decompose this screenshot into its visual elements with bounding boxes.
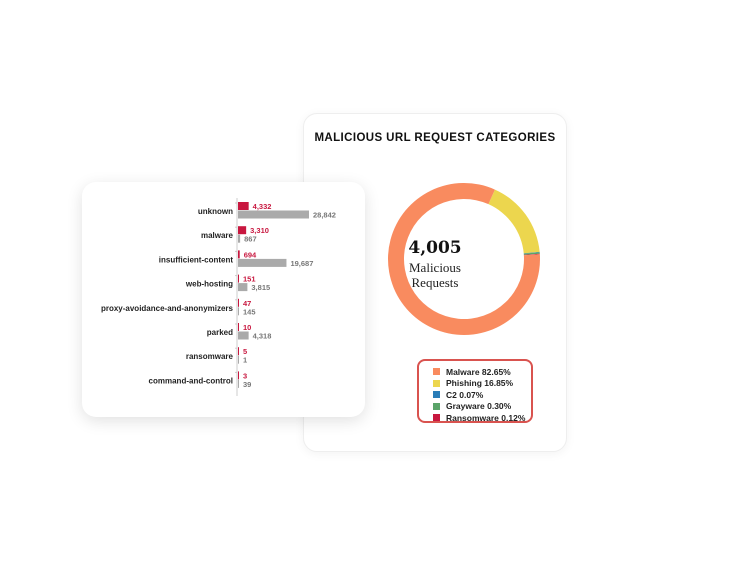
center-label: Malicious Requests	[409, 260, 461, 290]
slice-grayware	[523, 252, 540, 255]
value-label: 151	[243, 275, 256, 284]
legend-swatch	[433, 391, 440, 399]
value-label: 694	[244, 250, 257, 259]
slice-phishing	[488, 189, 540, 254]
category-label: malware	[201, 231, 234, 240]
bar-secondary	[238, 355, 239, 364]
value-label: 39	[243, 380, 251, 389]
bar-primary	[238, 202, 249, 210]
value-label: 28,842	[313, 211, 336, 220]
value-label: 19,687	[290, 259, 313, 268]
value-label: 3,310	[250, 226, 269, 235]
value-label: 145	[243, 307, 256, 316]
legend-item: C2 0.07%	[433, 389, 531, 401]
value-label: 47	[243, 299, 251, 308]
legend-swatch	[433, 414, 440, 422]
legend-item: Malware 82.65%	[433, 366, 531, 378]
value-label: 3	[243, 371, 247, 380]
bar-primary	[238, 298, 239, 307]
legend-label: C2 0.07%	[446, 389, 484, 400]
value-label: 867	[244, 235, 257, 244]
center-value: 4,005	[408, 238, 462, 258]
category-label: insufficient-content	[159, 255, 234, 264]
bar-secondary	[238, 234, 241, 243]
bar-secondary	[238, 379, 239, 388]
category-label: proxy-avoidance-and-anonymizers	[101, 304, 234, 313]
legend-swatch	[433, 368, 440, 376]
legend-label: Ransomware 0.12%	[446, 412, 526, 423]
value-label: 3,815	[251, 283, 270, 292]
slice-c2	[523, 251, 540, 254]
legend-swatch	[433, 379, 440, 387]
legend: Malware 82.65% Phishing 16.85% C2 0.07% Gra…	[417, 359, 533, 423]
legend-item: Grayware 0.30%	[433, 401, 531, 413]
bar-secondary	[238, 307, 239, 316]
bar-secondary	[238, 331, 249, 340]
category-label: ransomware	[186, 352, 234, 361]
value-label: 4,318	[253, 332, 272, 341]
category-label: parked	[207, 328, 233, 337]
bar-primary	[238, 226, 247, 235]
legend-item: Ransomware 0.12%	[433, 412, 531, 424]
legend-label: Phishing 16.85%	[446, 378, 514, 389]
bar-primary	[238, 347, 239, 356]
value-label: 4,332	[253, 202, 272, 211]
value-label: 10	[243, 323, 251, 332]
value-label: 5	[243, 347, 247, 356]
bar-primary	[238, 371, 239, 380]
bar-secondary	[238, 283, 248, 292]
bar-secondary	[238, 210, 309, 219]
legend-swatch	[433, 402, 440, 410]
bar-card: unknown 4,332 28,842 malware 3,310 867 insuffi…	[82, 182, 365, 417]
slice-ransomware	[523, 253, 540, 256]
legend-item: Phishing 16.85%	[433, 378, 531, 390]
chart-title: MALICIOUS URL REQUEST CATEGORIES	[314, 132, 556, 144]
donut-chart	[388, 183, 540, 335]
category-label: unknown	[198, 207, 233, 216]
value-label: 1	[243, 356, 247, 365]
category-label: command-and-control	[149, 376, 233, 385]
bar-primary	[238, 274, 239, 283]
bar-secondary	[238, 258, 287, 267]
bar-primary	[238, 250, 240, 259]
legend-label: Malware 82.65%	[446, 366, 511, 377]
category-label: web-hosting	[185, 280, 233, 289]
bar-primary	[238, 323, 239, 331]
legend-label: Grayware 0.30%	[446, 401, 512, 412]
